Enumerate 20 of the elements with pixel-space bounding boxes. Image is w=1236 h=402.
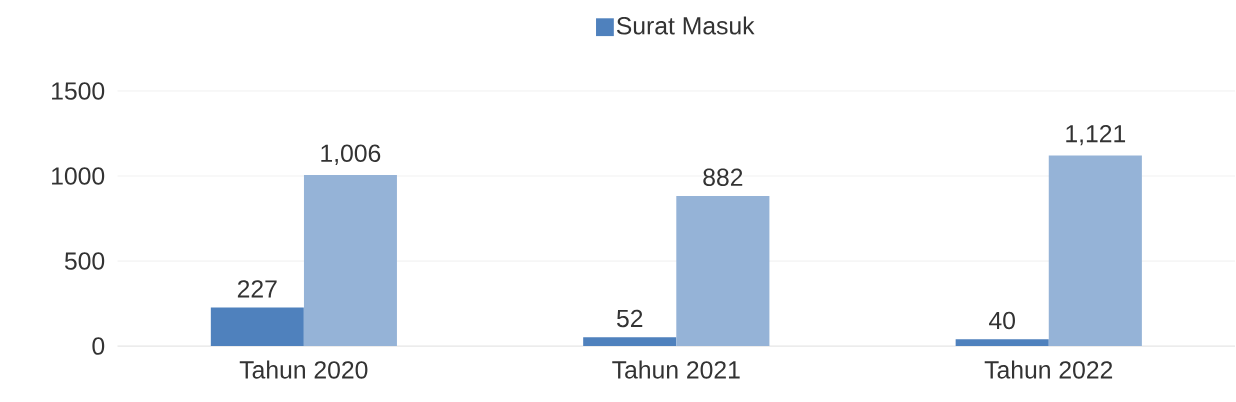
data-label: 40	[989, 311, 1015, 329]
legend-label: Surat Masuk	[616, 16, 755, 35]
x-tick-label: Tahun 2022	[984, 360, 1113, 379]
y-tick-label: 500	[64, 252, 105, 270]
bar	[1048, 155, 1142, 346]
bar	[583, 337, 677, 346]
x-tick-label: Tahun 2020	[239, 360, 368, 379]
bar	[210, 307, 304, 346]
x-tick-label: Tahun 2021	[612, 360, 740, 379]
y-tick-label: 1000	[52, 167, 105, 185]
data-label: 1,121	[1066, 124, 1126, 146]
data-label: 227	[237, 279, 277, 298]
bar	[955, 339, 1049, 346]
data-label: 1,006	[321, 144, 381, 165]
bar	[676, 195, 770, 346]
y-tick-label: 1500	[52, 81, 105, 100]
y-tick-label: 0	[92, 337, 105, 355]
data-label: 882	[703, 168, 743, 186]
data-label: 52	[616, 309, 643, 327]
bar	[303, 174, 397, 346]
